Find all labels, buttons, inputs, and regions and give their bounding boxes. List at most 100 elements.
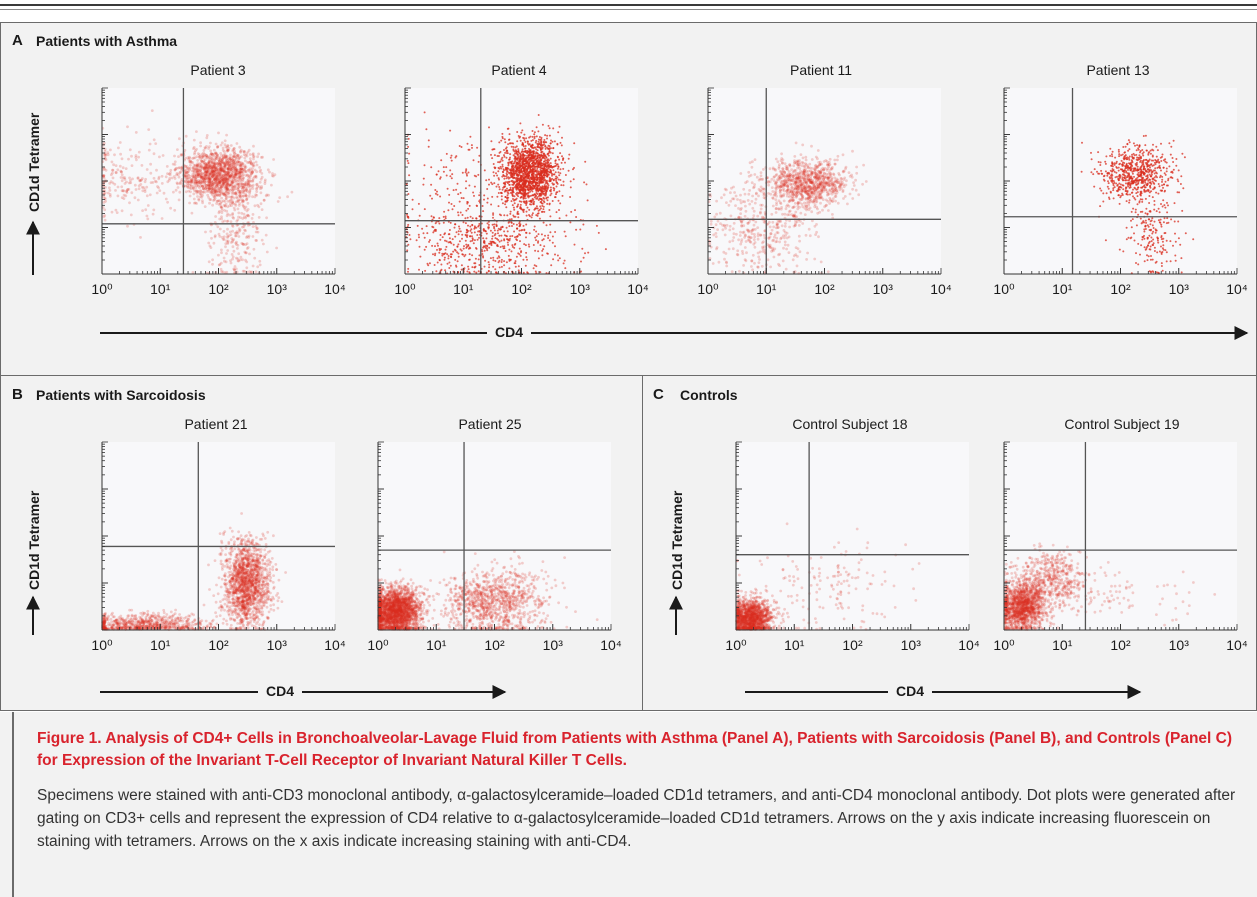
data-point bbox=[558, 158, 561, 161]
data-point bbox=[792, 164, 796, 168]
data-point bbox=[191, 174, 195, 178]
data-point bbox=[496, 195, 499, 198]
data-point bbox=[109, 173, 113, 177]
data-point bbox=[136, 177, 140, 180]
data-point bbox=[224, 172, 228, 175]
plot-area bbox=[708, 88, 941, 274]
data-point bbox=[235, 142, 239, 145]
data-point bbox=[516, 140, 519, 143]
data-point bbox=[134, 131, 138, 134]
data-point bbox=[546, 182, 549, 185]
data-point bbox=[437, 244, 439, 247]
data-point bbox=[518, 247, 521, 250]
data-point bbox=[179, 170, 182, 174]
data-point bbox=[525, 251, 528, 254]
data-point bbox=[478, 254, 481, 257]
data-point bbox=[542, 248, 545, 251]
data-point bbox=[135, 158, 138, 162]
data-point bbox=[198, 165, 202, 168]
data-point bbox=[493, 229, 496, 232]
data-point bbox=[232, 178, 236, 181]
data-point bbox=[494, 268, 497, 271]
data-point bbox=[536, 160, 538, 162]
data-point bbox=[443, 256, 446, 259]
data-point bbox=[233, 155, 237, 159]
data-point bbox=[223, 162, 226, 166]
data-point bbox=[488, 178, 490, 181]
data-point bbox=[542, 140, 545, 143]
data-point bbox=[205, 185, 208, 189]
data-point bbox=[569, 180, 572, 183]
data-point bbox=[821, 183, 825, 187]
data-point bbox=[501, 159, 504, 162]
data-point bbox=[530, 153, 533, 156]
data-point bbox=[203, 146, 207, 149]
data-point bbox=[506, 152, 509, 155]
data-point bbox=[194, 186, 198, 189]
data-point bbox=[188, 176, 192, 180]
data-point bbox=[497, 170, 500, 173]
data-point bbox=[795, 194, 798, 198]
data-point bbox=[543, 187, 546, 190]
data-point bbox=[503, 247, 506, 250]
data-point bbox=[457, 243, 460, 246]
data-point bbox=[526, 152, 529, 155]
data-point bbox=[110, 160, 114, 164]
data-point bbox=[549, 223, 552, 226]
data-point bbox=[523, 154, 526, 157]
data-point bbox=[138, 178, 142, 182]
data-point bbox=[496, 229, 499, 232]
data-point bbox=[180, 166, 184, 169]
data-point bbox=[139, 183, 143, 186]
data-point bbox=[543, 245, 546, 248]
data-point bbox=[234, 169, 238, 173]
data-point bbox=[482, 255, 484, 258]
data-point bbox=[492, 216, 494, 219]
data-point bbox=[236, 169, 240, 172]
data-point bbox=[558, 190, 561, 193]
data-point bbox=[208, 184, 212, 188]
data-point bbox=[544, 159, 547, 162]
data-point bbox=[142, 186, 146, 189]
data-point bbox=[255, 227, 259, 231]
data-point bbox=[442, 166, 445, 169]
data-point bbox=[434, 252, 437, 255]
data-point bbox=[538, 136, 541, 138]
data-point bbox=[524, 264, 527, 267]
data-point bbox=[793, 180, 796, 184]
data-point bbox=[226, 227, 229, 231]
data-point bbox=[230, 180, 234, 184]
data-point bbox=[230, 166, 234, 170]
data-point bbox=[286, 195, 289, 199]
data-point bbox=[806, 172, 809, 176]
data-point bbox=[515, 255, 518, 258]
data-point bbox=[224, 164, 227, 168]
data-point bbox=[427, 145, 430, 148]
data-point bbox=[245, 214, 248, 218]
data-point bbox=[208, 171, 212, 174]
data-point bbox=[501, 163, 504, 166]
data-point bbox=[520, 170, 523, 173]
data-point bbox=[219, 152, 223, 155]
data-point bbox=[190, 181, 194, 184]
data-point bbox=[537, 240, 540, 243]
data-point bbox=[209, 141, 212, 145]
data-point bbox=[449, 169, 452, 172]
data-point bbox=[201, 171, 204, 175]
data-point bbox=[202, 161, 206, 164]
data-point bbox=[506, 214, 509, 217]
data-point bbox=[216, 194, 220, 197]
data-point bbox=[555, 181, 558, 184]
data-point bbox=[226, 157, 230, 161]
data-point bbox=[224, 179, 228, 183]
data-point bbox=[205, 156, 209, 159]
data-point bbox=[241, 176, 245, 179]
data-point bbox=[459, 191, 462, 194]
data-point bbox=[175, 166, 178, 170]
data-point bbox=[255, 239, 258, 242]
data-point bbox=[544, 147, 547, 150]
data-point bbox=[212, 195, 216, 199]
data-point bbox=[195, 163, 199, 167]
data-point bbox=[520, 200, 523, 203]
data-point bbox=[248, 190, 252, 194]
